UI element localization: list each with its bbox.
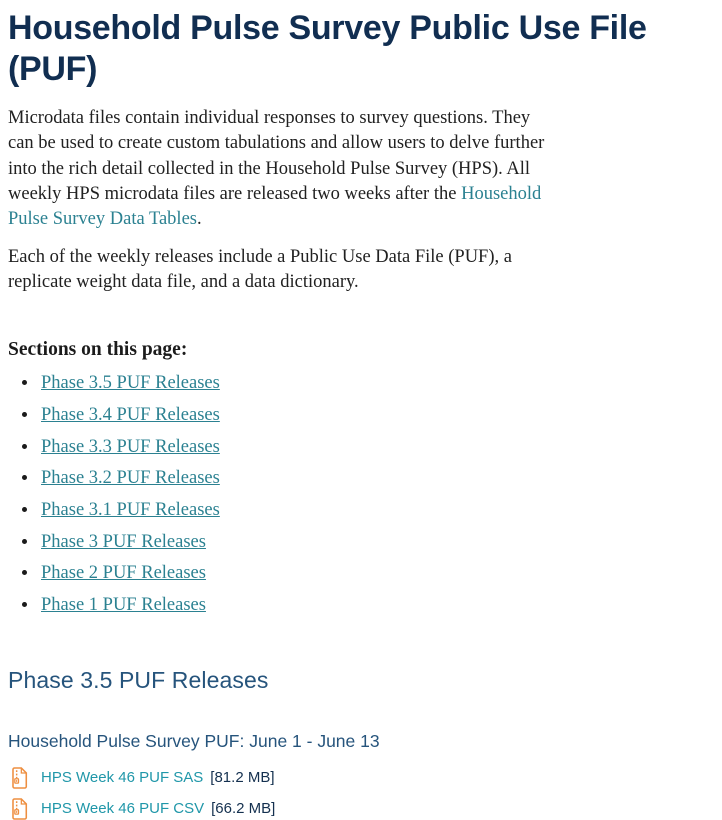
section-link-phase-3-1[interactable]: Phase 3.1 PUF Releases [41,500,220,521]
list-item: Phase 2 PUF Releases [39,562,714,586]
list-item: Phase 3.1 PUF Releases [39,499,714,523]
list-item: Phase 3 PUF Releases [39,531,714,555]
list-item: Phase 3.2 PUF Releases [39,467,714,491]
list-item: Phase 3.4 PUF Releases [39,404,714,428]
file-link-sas[interactable]: HPS Week 46 PUF SAS [41,769,204,787]
file-size-badge: [81.2 MB] [210,769,275,787]
data-tables-link[interactable]: Household Pulse Survey Data Tables [8,183,542,229]
intro-text-before-link: Microdata files contain individual respo… [8,108,545,204]
section-link-phase-3-4[interactable]: Phase 3.4 PUF Releases [41,405,220,426]
zip-file-icon [12,797,28,820]
second-paragraph: Each of the weekly releases include a Pu… [8,247,512,293]
zip-file-icon [12,766,28,789]
release-subheading: Household Pulse Survey PUF: June 1 - Jun… [8,730,380,751]
sections-on-page-heading: Sections on this page: [8,339,188,361]
section-link-phase-3-5[interactable]: Phase 3.5 PUF Releases [41,373,220,394]
list-item: Phase 1 PUF Releases [39,594,714,618]
phase-3-5-releases-heading: Phase 3.5 PUF Releases [8,666,269,693]
section-link-phase-3-3[interactable]: Phase 3.3 PUF Releases [41,436,220,457]
list-item: Phase 3.5 PUF Releases [39,372,714,396]
page-title: Household Pulse Survey Public Use File (… [8,9,647,89]
section-link-phase-3[interactable]: Phase 3 PUF Releases [41,531,206,552]
file-link-csv[interactable]: HPS Week 46 PUF CSV [41,800,205,818]
list-item: Phase 3.3 PUF Releases [39,436,714,460]
section-link-phase-3-2[interactable]: Phase 3.2 PUF Releases [41,468,220,489]
section-link-phase-2[interactable]: Phase 2 PUF Releases [41,563,206,584]
file-size-badge: [66.2 MB] [211,800,276,818]
intro-paragraph: Microdata files contain individual respo… [8,106,560,232]
section-link-phase-1[interactable]: Phase 1 PUF Releases [41,595,206,616]
intro-text-after-link: . [196,208,202,229]
file-download-row-csv[interactable]: HPS Week 46 PUF CSV [66.2 MB] [10,797,714,820]
file-download-row-sas[interactable]: HPS Week 46 PUF SAS [81.2 MB] [10,766,714,789]
section-link-list: Phase 3.5 PUF Releases Phase 3.4 PUF Rel… [8,372,714,617]
